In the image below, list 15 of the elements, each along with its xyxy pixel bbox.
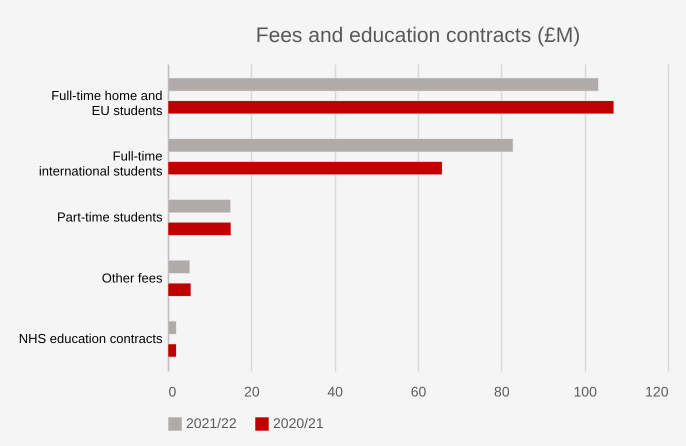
y-tick-label: Other fees [102,270,163,286]
y-tick-label: Full-time international students [38,148,163,179]
legend-label: 2021/22 [186,415,237,431]
chart-title: Fees and education contracts (£M) [256,24,580,47]
y-tick-label: Full-time home and EU students [51,88,163,118]
x-tick-label: 60 [410,384,426,400]
y-tick-label: NHS education contracts [18,331,163,346]
y-tick-label: Part-time students [57,210,163,224]
x-tick-label: 0 [168,384,176,400]
legend-label: 2020/21 [273,415,324,431]
x-tick-label: 120 [645,384,669,400]
x-tick-label: 80 [494,384,510,400]
x-tick-label: 20 [244,384,260,400]
x-tick-label: 100 [573,384,598,400]
x-tick-label: 40 [327,384,344,400]
